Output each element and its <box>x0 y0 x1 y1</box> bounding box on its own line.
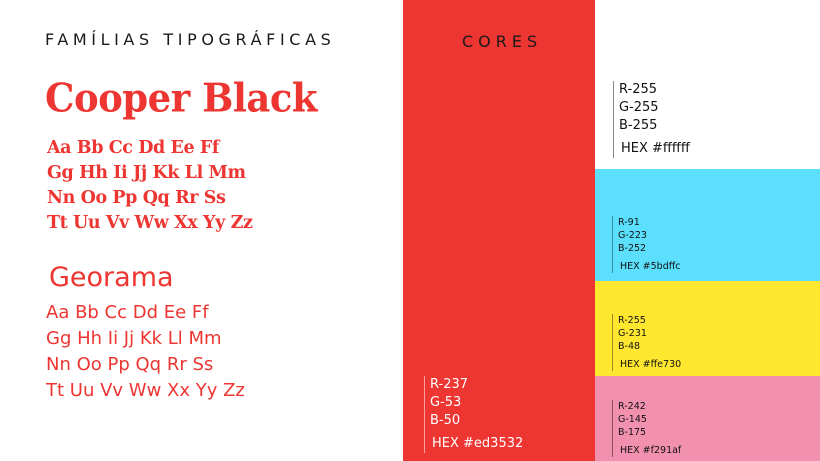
rgb-g: G-231 <box>618 328 647 339</box>
hex-value: HEX #5bdffc <box>620 261 681 272</box>
rgb-g: G-255 <box>619 100 659 115</box>
hex-value: HEX #ffe730 <box>620 359 682 370</box>
font-name-georama: Georama <box>49 262 174 293</box>
swatch-yellow: R-255 G-231 B-48 HEX #ffe730 <box>595 281 820 376</box>
rgb-b: B-175 <box>618 427 647 438</box>
georama-alphabet: Aa Bb Cc Dd Ee Ff Gg Hh Ii Jj Kk Ll Mm N… <box>46 300 245 404</box>
swatch-info: R-237 G-53 B-50 HEX #ed3532 <box>424 376 523 453</box>
rgb-r: R-255 <box>619 82 658 97</box>
colors-title: CORES <box>462 32 543 51</box>
swatch-white: R-255 G-255 B-255 HEX #ffffff <box>595 0 820 169</box>
rgb-r: R-255 <box>618 315 646 326</box>
rgb-r: R-237 <box>430 377 469 392</box>
rgb-r: R-242 <box>618 401 646 412</box>
rgb-g: G-53 <box>430 395 462 410</box>
swatch-pink: R-242 G-145 B-175 HEX #f291af <box>595 376 820 461</box>
swatch-info: R-242 G-145 B-175 HEX #f291af <box>612 400 681 457</box>
typography-title: FAMÍLIAS TIPOGRÁFICAS <box>45 30 336 49</box>
rgb-r: R-91 <box>618 217 640 228</box>
alphabet-line: Tt Uu Vv Ww Xx Yy Zz <box>46 380 245 401</box>
rgb-b: B-252 <box>618 243 647 254</box>
font-name-cooper-black: Cooper Black <box>45 74 318 122</box>
swatch-cyan: R-91 G-223 B-252 HEX #5bdffc <box>595 169 820 281</box>
hex-value: HEX #f291af <box>620 445 682 456</box>
swatch-info: R-91 G-223 B-252 HEX #5bdffc <box>612 216 681 273</box>
alphabet-line: Aa Bb Cc Dd Ee Ff <box>46 302 209 323</box>
cooper-black-alphabet: Aa Bb Cc Dd Ee Ff Gg Hh Ii Jj Kk Ll Mm N… <box>47 136 253 236</box>
alphabet-line: Gg Hh Ii Jj Kk Ll Mm <box>46 328 222 349</box>
swatch-info: R-255 G-255 B-255 HEX #ffffff <box>613 81 690 158</box>
swatch-red: CORES R-237 G-53 B-50 HEX #ed3532 <box>403 0 595 461</box>
alphabet-line: Tt Uu Vv Ww Xx Yy Zz <box>47 213 253 233</box>
alphabet-line: Aa Bb Cc Dd Ee Ff <box>47 138 220 158</box>
alphabet-line: Nn Oo Pp Qq Rr Ss <box>47 188 226 208</box>
rgb-b: B-50 <box>430 413 461 428</box>
alphabet-line: Gg Hh Ii Jj Kk Ll Mm <box>47 163 246 183</box>
rgb-g: G-145 <box>618 414 647 425</box>
swatch-info: R-255 G-231 B-48 HEX #ffe730 <box>612 314 681 371</box>
hex-value: HEX #ffffff <box>621 141 690 156</box>
hex-value: HEX #ed3532 <box>432 436 524 451</box>
rgb-b: B-48 <box>618 341 641 352</box>
rgb-g: G-223 <box>618 230 647 241</box>
alphabet-line: Nn Oo Pp Qq Rr Ss <box>46 354 214 375</box>
rgb-b: B-255 <box>619 118 658 133</box>
